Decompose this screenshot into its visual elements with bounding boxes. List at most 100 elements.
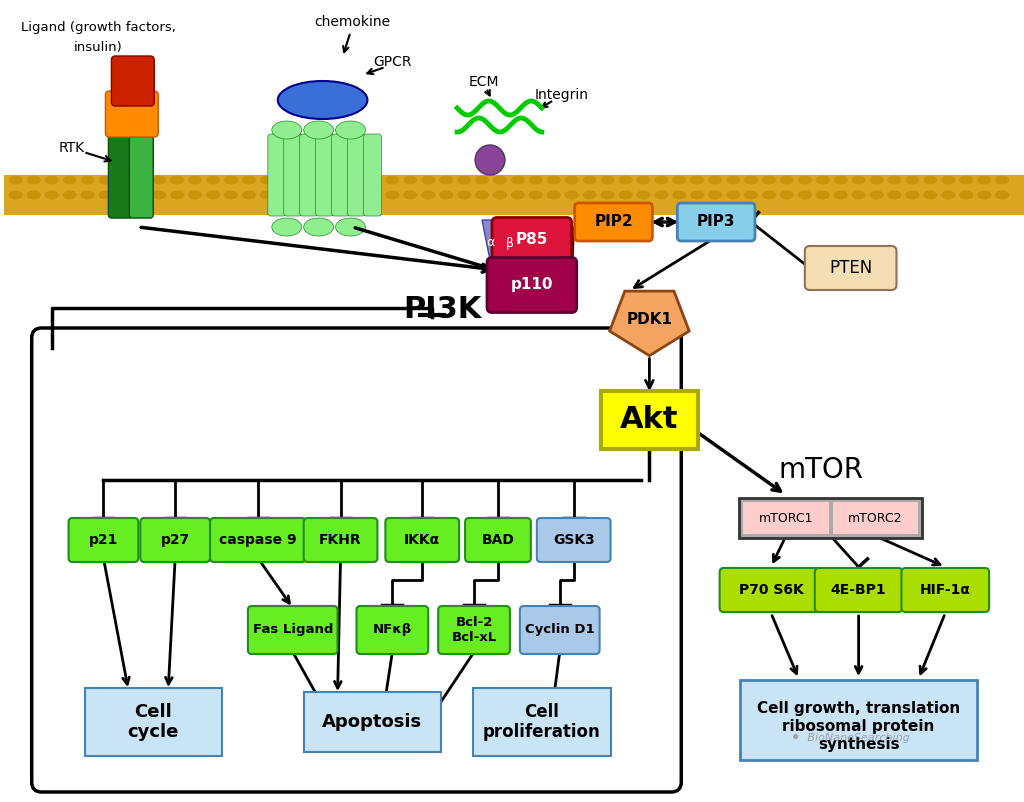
FancyBboxPatch shape: [315, 134, 334, 216]
Ellipse shape: [493, 191, 507, 200]
Ellipse shape: [336, 121, 366, 139]
Text: p110: p110: [511, 277, 553, 293]
Text: Cyclin D1: Cyclin D1: [525, 623, 595, 637]
Ellipse shape: [905, 191, 920, 200]
Text: PTEN: PTEN: [829, 259, 872, 277]
Ellipse shape: [349, 176, 364, 184]
Text: RTK: RTK: [58, 141, 85, 155]
Ellipse shape: [924, 191, 937, 200]
Ellipse shape: [637, 191, 650, 200]
Polygon shape: [609, 291, 689, 356]
Ellipse shape: [475, 191, 489, 200]
Ellipse shape: [673, 176, 686, 184]
Text: Ligand (growth factors,: Ligand (growth factors,: [22, 22, 176, 34]
Ellipse shape: [206, 191, 220, 200]
FancyBboxPatch shape: [85, 688, 222, 756]
Ellipse shape: [869, 191, 884, 200]
FancyBboxPatch shape: [574, 203, 652, 241]
Ellipse shape: [834, 176, 848, 184]
Ellipse shape: [583, 176, 597, 184]
Ellipse shape: [511, 176, 525, 184]
FancyBboxPatch shape: [284, 134, 302, 216]
Ellipse shape: [475, 176, 489, 184]
Ellipse shape: [304, 218, 334, 236]
Text: synthesis: synthesis: [818, 736, 899, 751]
FancyBboxPatch shape: [140, 518, 210, 562]
FancyBboxPatch shape: [210, 518, 306, 562]
FancyBboxPatch shape: [248, 606, 338, 654]
Ellipse shape: [188, 176, 202, 184]
Ellipse shape: [941, 191, 955, 200]
Text: PIP3: PIP3: [697, 214, 735, 229]
Ellipse shape: [368, 191, 381, 200]
Ellipse shape: [349, 191, 364, 200]
Ellipse shape: [296, 176, 309, 184]
Ellipse shape: [654, 176, 669, 184]
Text: PI3K: PI3K: [403, 295, 481, 325]
Ellipse shape: [170, 176, 184, 184]
FancyBboxPatch shape: [739, 498, 923, 538]
Ellipse shape: [304, 121, 334, 139]
Ellipse shape: [242, 191, 256, 200]
Ellipse shape: [134, 191, 148, 200]
Ellipse shape: [995, 191, 1009, 200]
Ellipse shape: [188, 191, 202, 200]
FancyBboxPatch shape: [356, 606, 428, 654]
Ellipse shape: [977, 191, 991, 200]
FancyBboxPatch shape: [438, 606, 510, 654]
Text: p21: p21: [89, 533, 118, 547]
Text: IKKα: IKKα: [404, 533, 440, 547]
Ellipse shape: [403, 191, 417, 200]
Ellipse shape: [271, 121, 302, 139]
Ellipse shape: [618, 176, 633, 184]
Ellipse shape: [726, 191, 740, 200]
Ellipse shape: [834, 191, 848, 200]
Ellipse shape: [744, 191, 758, 200]
Ellipse shape: [336, 218, 366, 236]
Text: Akt: Akt: [621, 406, 679, 435]
Text: ribosomal protein: ribosomal protein: [782, 719, 935, 734]
Text: α: α: [485, 237, 495, 249]
Ellipse shape: [673, 191, 686, 200]
Ellipse shape: [547, 191, 561, 200]
Ellipse shape: [888, 176, 901, 184]
FancyBboxPatch shape: [268, 134, 286, 216]
FancyBboxPatch shape: [601, 391, 698, 449]
Text: FKHR: FKHR: [319, 533, 361, 547]
FancyBboxPatch shape: [492, 217, 571, 262]
Ellipse shape: [134, 176, 148, 184]
Ellipse shape: [924, 176, 937, 184]
Ellipse shape: [511, 191, 525, 200]
FancyBboxPatch shape: [112, 56, 155, 106]
Ellipse shape: [905, 176, 920, 184]
Ellipse shape: [117, 191, 130, 200]
Bar: [4, 175, 1024, 215]
Ellipse shape: [995, 176, 1009, 184]
FancyBboxPatch shape: [901, 568, 989, 612]
Ellipse shape: [564, 176, 579, 184]
Ellipse shape: [62, 191, 77, 200]
Ellipse shape: [726, 176, 740, 184]
FancyBboxPatch shape: [129, 132, 154, 218]
Polygon shape: [482, 220, 500, 270]
Ellipse shape: [242, 176, 256, 184]
Ellipse shape: [601, 191, 614, 200]
FancyBboxPatch shape: [520, 606, 600, 654]
Ellipse shape: [547, 176, 561, 184]
Text: HIF-1α: HIF-1α: [920, 583, 971, 597]
Ellipse shape: [385, 191, 399, 200]
FancyBboxPatch shape: [69, 518, 138, 562]
Ellipse shape: [457, 191, 471, 200]
Ellipse shape: [977, 176, 991, 184]
Ellipse shape: [260, 176, 273, 184]
Ellipse shape: [798, 191, 812, 200]
Ellipse shape: [690, 176, 705, 184]
FancyBboxPatch shape: [537, 518, 610, 562]
Ellipse shape: [888, 191, 901, 200]
FancyBboxPatch shape: [109, 132, 132, 218]
Ellipse shape: [493, 176, 507, 184]
Text: Bcl-2
Bcl-xL: Bcl-2 Bcl-xL: [452, 616, 497, 644]
Ellipse shape: [81, 191, 94, 200]
FancyBboxPatch shape: [720, 568, 822, 612]
Ellipse shape: [439, 176, 454, 184]
